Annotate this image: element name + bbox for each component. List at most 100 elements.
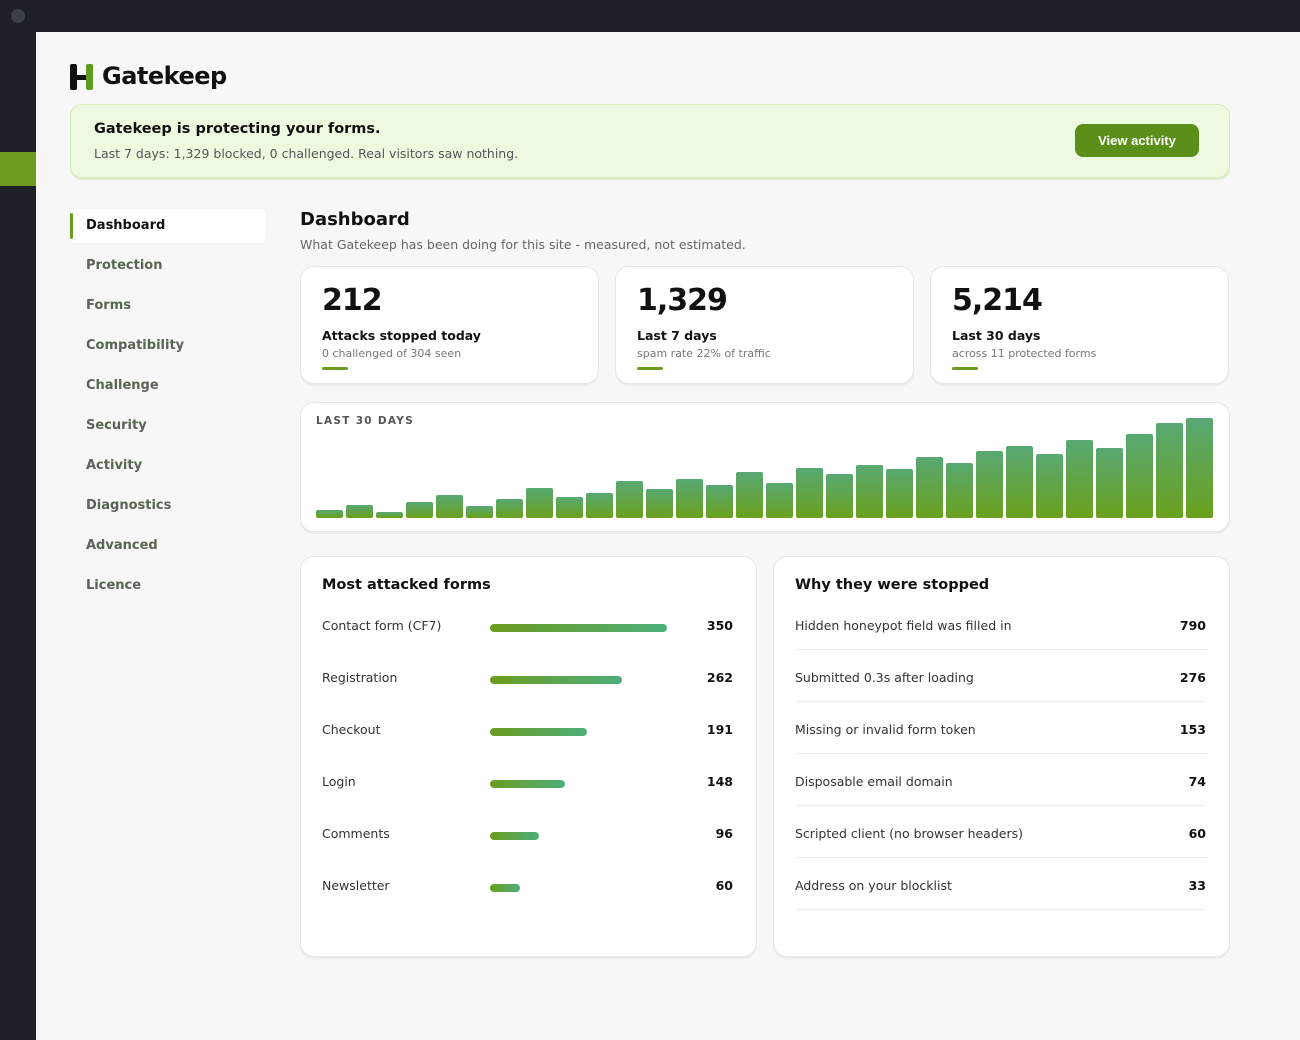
chart-bar-day-10[interactable] xyxy=(586,493,613,518)
brand: Gatekeep xyxy=(70,59,227,93)
panel-title: Why they were stopped xyxy=(795,577,990,593)
form-attack-count: 191 xyxy=(706,722,733,737)
chart-bar-day-23[interactable] xyxy=(976,451,1003,518)
stat-value: 1,329 xyxy=(637,283,728,318)
chart-bar-day-12[interactable] xyxy=(646,489,673,518)
chart-bar-day-6[interactable] xyxy=(466,506,493,518)
stat-card-today: 212 Attacks stopped today 0 challenged o… xyxy=(300,266,599,384)
admin-menu-active-item[interactable] xyxy=(0,152,36,186)
nav-item-activity[interactable]: Activity xyxy=(86,458,143,473)
reason-label: Address on your blocklist xyxy=(795,878,952,893)
why-stopped-panel: Why they were stopped Hidden honeypot fi… xyxy=(773,556,1230,957)
stat-cards: 212 Attacks stopped today 0 challenged o… xyxy=(300,266,1230,384)
bar-chart-svg xyxy=(316,418,1213,518)
nav-item-compatibility[interactable]: Compatibility xyxy=(86,338,185,353)
reason-count: 60 xyxy=(1188,826,1206,841)
form-row[interactable]: Comments 96 xyxy=(322,826,733,846)
main-area: Dashboard What Gatekeep has been doing f… xyxy=(300,209,1230,957)
chart-bar-day-2[interactable] xyxy=(346,505,373,518)
row-divider xyxy=(795,857,1206,858)
form-name: Registration xyxy=(322,670,398,685)
admin-logo-icon[interactable] xyxy=(11,9,25,23)
chart-bar-day-11[interactable] xyxy=(616,481,643,518)
row-divider xyxy=(795,753,1206,754)
row-divider xyxy=(795,909,1206,910)
stat-accent-bar xyxy=(952,367,978,370)
stat-label: Last 30 days xyxy=(952,328,1041,343)
reason-row[interactable]: Submitted 0.3s after loading 276 xyxy=(795,670,1206,702)
form-attack-bar xyxy=(490,832,539,840)
nav-item-protection[interactable]: Protection xyxy=(86,258,163,273)
stat-label: Attacks stopped today xyxy=(322,328,481,343)
stat-value: 212 xyxy=(322,283,383,318)
form-name: Comments xyxy=(322,826,390,841)
nav-item-forms[interactable]: Forms xyxy=(86,298,131,313)
reason-row[interactable]: Disposable email domain 74 xyxy=(795,774,1206,806)
chart-bar-day-8[interactable] xyxy=(526,488,553,518)
chart-bar-day-17[interactable] xyxy=(796,468,823,518)
chart-bar-day-20[interactable] xyxy=(886,469,913,518)
reason-label: Disposable email domain xyxy=(795,774,953,789)
form-attack-bar xyxy=(490,728,587,736)
form-row[interactable]: Login 148 xyxy=(322,774,733,794)
chart-bar-day-14[interactable] xyxy=(706,485,733,518)
banner-title: Gatekeep is protecting your forms. xyxy=(94,121,381,137)
chart-bar-day-24[interactable] xyxy=(1006,446,1033,518)
reason-row[interactable]: Hidden honeypot field was filled in 790 xyxy=(795,618,1206,650)
stat-accent-bar xyxy=(637,367,663,370)
chart-bar-day-19[interactable] xyxy=(856,465,883,518)
chart-bar-day-16[interactable] xyxy=(766,483,793,518)
stat-accent-bar xyxy=(322,367,348,370)
row-divider xyxy=(795,649,1206,650)
nav-item-challenge[interactable]: Challenge xyxy=(86,378,159,393)
chart-bar-day-5[interactable] xyxy=(436,495,463,518)
form-name: Contact form (CF7) xyxy=(322,618,442,633)
form-row[interactable]: Checkout 191 xyxy=(322,722,733,742)
nav-item-security[interactable]: Security xyxy=(86,418,147,433)
form-name: Checkout xyxy=(322,722,381,737)
chart-bar-day-13[interactable] xyxy=(676,479,703,518)
chart-bar-day-30[interactable] xyxy=(1186,418,1213,518)
chart-bar-day-27[interactable] xyxy=(1096,448,1123,518)
chart-bar-day-22[interactable] xyxy=(946,463,973,518)
reason-count: 74 xyxy=(1188,774,1206,789)
nav-item-dashboard[interactable]: Dashboard xyxy=(70,209,266,243)
chart-bar-day-3[interactable] xyxy=(376,512,403,518)
stat-subtext: 0 challenged of 304 seen xyxy=(322,347,462,360)
nav-item-licence[interactable]: Licence xyxy=(86,578,142,593)
chart-bar-day-29[interactable] xyxy=(1156,423,1183,518)
page-subtitle: What Gatekeep has been doing for this si… xyxy=(300,237,746,252)
nav-item-diagnostics[interactable]: Diagnostics xyxy=(86,498,172,513)
stat-card-7-days: 1,329 Last 7 days spam rate 22% of traff… xyxy=(615,266,914,384)
form-attack-count: 60 xyxy=(715,878,733,893)
reason-label: Hidden honeypot field was filled in xyxy=(795,618,1012,633)
chart-bar-day-25[interactable] xyxy=(1036,454,1063,518)
form-name: Newsletter xyxy=(322,878,390,893)
chart-bar-day-7[interactable] xyxy=(496,499,523,518)
chart-bar-day-1[interactable] xyxy=(316,510,343,518)
chart-bar-day-26[interactable] xyxy=(1066,440,1093,518)
form-row[interactable]: Newsletter 60 xyxy=(322,878,733,898)
admin-side-menu xyxy=(0,32,36,1040)
chart-bar-day-15[interactable] xyxy=(736,472,763,518)
chart-bar-day-9[interactable] xyxy=(556,497,583,518)
reason-row[interactable]: Missing or invalid form token 153 xyxy=(795,722,1206,754)
gatekeep-logo-icon xyxy=(70,62,94,90)
reason-label: Submitted 0.3s after loading xyxy=(795,670,974,685)
view-activity-button[interactable]: View activity xyxy=(1075,124,1199,157)
form-attack-count: 96 xyxy=(715,826,733,841)
row-divider xyxy=(795,805,1206,806)
chart-bar-day-4[interactable] xyxy=(406,502,433,518)
page-title: Dashboard xyxy=(300,209,410,230)
chart-bar-day-18[interactable] xyxy=(826,474,853,518)
reason-count: 33 xyxy=(1188,878,1206,893)
chart-bar-day-21[interactable] xyxy=(916,457,943,518)
form-row[interactable]: Contact form (CF7) 350 xyxy=(322,618,733,638)
reason-row[interactable]: Address on your blocklist 33 xyxy=(795,878,1206,910)
banner-subtitle: Last 7 days: 1,329 blocked, 0 challenged… xyxy=(94,146,519,161)
chart-bar-day-28[interactable] xyxy=(1126,434,1153,518)
stat-subtext: spam rate 22% of traffic xyxy=(637,347,771,360)
reason-row[interactable]: Scripted client (no browser headers) 60 xyxy=(795,826,1206,858)
form-row[interactable]: Registration 262 xyxy=(322,670,733,690)
nav-item-advanced[interactable]: Advanced xyxy=(86,538,158,553)
